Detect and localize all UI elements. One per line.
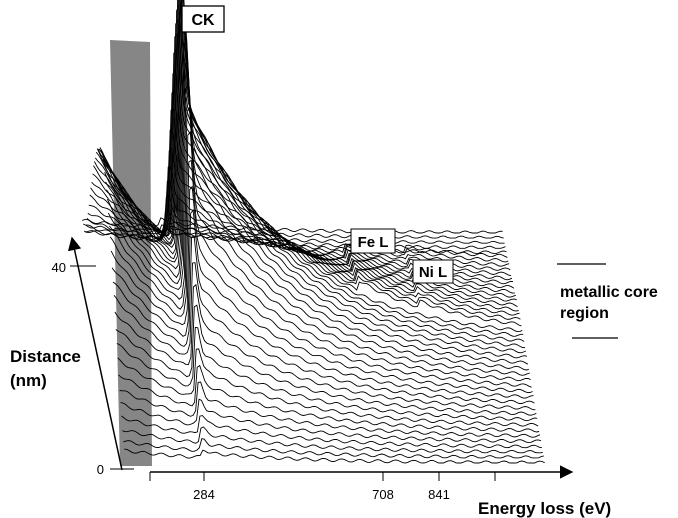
spectrum-line bbox=[102, 0, 524, 337]
x-tick-label-841: 841 bbox=[428, 487, 450, 502]
spectrum-line bbox=[120, 398, 542, 444]
dense-edge-shading bbox=[110, 40, 152, 466]
spectrum-line bbox=[105, 37, 527, 354]
spectrum-line bbox=[109, 159, 531, 382]
spectrum-line bbox=[114, 283, 536, 411]
spectrum-line bbox=[113, 262, 535, 404]
spectrum-line bbox=[115, 304, 537, 416]
spectrum-line bbox=[112, 235, 534, 399]
spectrum-line bbox=[122, 426, 543, 454]
y-tick-label-0: 0 bbox=[97, 462, 104, 477]
spectrum-line bbox=[89, 166, 511, 271]
svg-text:CK: CK bbox=[191, 12, 215, 29]
spectra-group bbox=[82, 0, 545, 466]
x-tick-label-284: 284 bbox=[193, 487, 215, 502]
spectrum-line bbox=[97, 4, 519, 312]
x-tick-label-708: 708 bbox=[372, 487, 394, 502]
spectrum-line bbox=[117, 348, 539, 427]
spectrum-line bbox=[83, 223, 504, 239]
fe-l-edge-label: Fe L bbox=[350, 228, 396, 254]
spectrum-line bbox=[106, 59, 528, 359]
svg-text:Ni L: Ni L bbox=[419, 264, 447, 281]
distance-axis bbox=[67, 236, 123, 471]
svg-text:Fe L: Fe L bbox=[358, 234, 389, 251]
spectrum-line bbox=[99, 0, 521, 320]
spectrum-line bbox=[88, 180, 510, 267]
spectrum-line bbox=[100, 0, 522, 327]
spectrum-line bbox=[96, 18, 518, 307]
spectrum-line bbox=[123, 438, 544, 459]
spectrum-line bbox=[121, 415, 542, 449]
spectrum-line bbox=[106, 83, 529, 365]
spectrum-line bbox=[104, 22, 526, 349]
ni-l-edge-label: Ni L bbox=[412, 259, 454, 284]
spectrum-line bbox=[111, 209, 533, 394]
spectrum-line bbox=[93, 89, 515, 289]
spectrum-line bbox=[118, 364, 540, 433]
spectrum-line bbox=[124, 448, 545, 464]
y-tick-label-40: 40 bbox=[52, 260, 66, 275]
spectrum-line bbox=[107, 105, 529, 371]
spectrum-line bbox=[116, 326, 538, 422]
spectrum-line bbox=[91, 126, 513, 281]
x-axis-label: Energy loss (eV) bbox=[478, 499, 611, 518]
energy-ticks bbox=[149, 472, 496, 481]
y-axis-label: Distance (nm) bbox=[10, 347, 86, 390]
spectrum-line bbox=[98, 0, 520, 316]
spectrum-line bbox=[103, 8, 525, 342]
ck-edge-label: CK bbox=[181, 5, 225, 33]
spectrum-line bbox=[101, 0, 523, 333]
spectrum-line bbox=[119, 381, 541, 438]
region-annotation: metallic core region bbox=[560, 284, 662, 322]
spectrum-line bbox=[110, 185, 532, 388]
spectrum-line bbox=[108, 130, 530, 376]
